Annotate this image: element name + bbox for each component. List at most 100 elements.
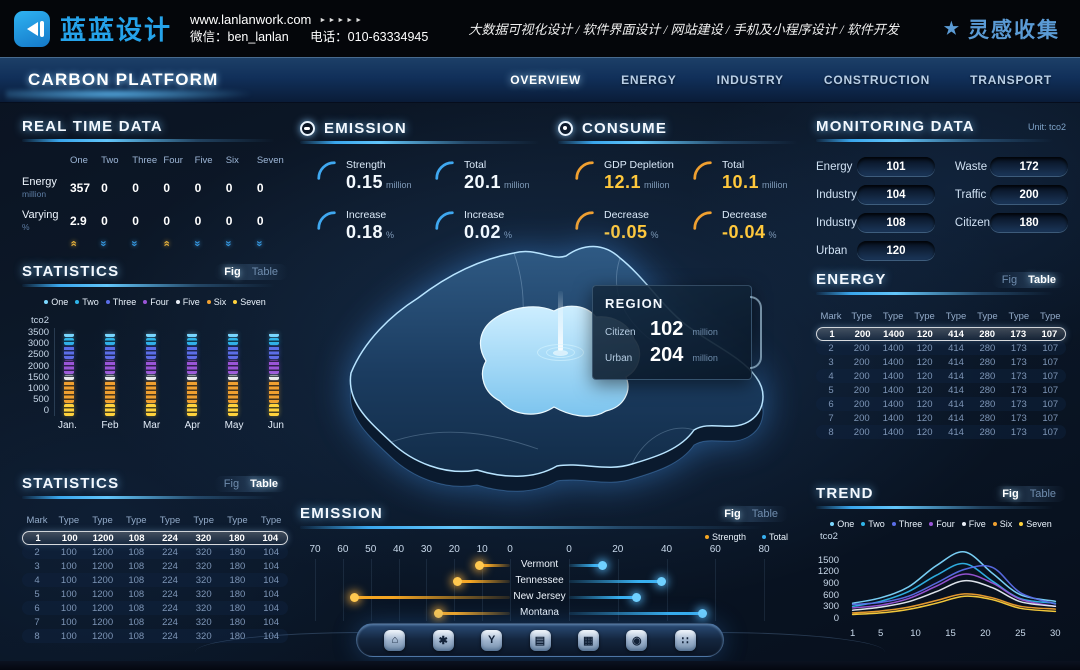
legend-item[interactable]: Five (175, 297, 200, 307)
legend-item[interactable]: Seven (1019, 519, 1052, 529)
legend-dot (891, 522, 896, 526)
table-toggle[interactable]: Table (251, 265, 278, 278)
total-bar[interactable] (569, 608, 708, 618)
table-cell: 280 (979, 342, 996, 354)
table-toggle[interactable]: Table (751, 507, 778, 520)
board-icon[interactable]: ▦ (577, 629, 599, 651)
nav-item-industry[interactable]: INDUSTRY (716, 72, 784, 87)
gridline (617, 559, 619, 621)
legend-item[interactable]: One (44, 297, 68, 307)
legend-item[interactable]: Three (105, 297, 136, 307)
website-link[interactable]: www.lanlanwork.com (190, 11, 312, 27)
strength-bar[interactable] (433, 608, 510, 618)
fig-toggle[interactable]: Fig (1002, 487, 1019, 500)
table-row[interactable]: 7 200 1400 120 414 280 173 107 (816, 411, 1066, 425)
legend-item[interactable]: Strength (704, 532, 746, 542)
table-row[interactable]: 8 200 1400 120 414 280 173 107 (816, 425, 1066, 439)
table-row[interactable]: 3 100 1200 108 224 320 180 104 (22, 559, 288, 573)
table-row[interactable]: 6 100 1200 108 224 320 180 104 (22, 601, 288, 615)
column-header: Type (125, 515, 147, 526)
bar-column[interactable] (269, 332, 279, 416)
table-toggle[interactable]: Table (1029, 487, 1056, 500)
bar-column[interactable] (64, 332, 74, 416)
gridline (398, 559, 400, 621)
emission-stats-grid: Strength 0.15 million Total 20.1 million I… (316, 159, 552, 243)
column-header: Type (159, 515, 181, 526)
strength-bar[interactable] (475, 560, 510, 570)
table-toggle[interactable]: Table (250, 477, 278, 490)
y-tick: 3500 (27, 327, 49, 338)
region-row-label: Citizen (605, 327, 636, 338)
region-popup[interactable]: REGION Citizen 102 million Urban 204 mil… (592, 285, 762, 380)
bar-column[interactable] (105, 332, 115, 416)
monitor-row: Industry 108 (816, 213, 935, 232)
table-cell: 173 (1010, 342, 1027, 354)
inspiration-collect[interactable]: ★ 灵感收集 (944, 14, 1060, 44)
legend-item[interactable]: Four (929, 519, 955, 529)
fig-toggle[interactable]: Fig (224, 265, 241, 278)
y-badge-icon[interactable]: Y (481, 629, 503, 651)
legend-label: Four (150, 297, 169, 307)
meter-icon[interactable]: ▤ (529, 629, 551, 651)
legend-item[interactable]: Total (761, 532, 788, 542)
fig-toggle[interactable]: Fig (223, 477, 240, 490)
table-toggle[interactable]: Table (1028, 273, 1056, 286)
table-cell: 414 (948, 412, 964, 424)
table-row[interactable]: 1 200 1400 120 414 280 173 107 (816, 327, 1066, 341)
value-pill: 200 (990, 185, 1069, 204)
nav-item-transport[interactable]: TRANSPORT (970, 72, 1052, 87)
panel-title: ENERGY (816, 271, 887, 288)
legend-item[interactable]: Six (206, 297, 226, 307)
bar-column[interactable] (187, 332, 197, 416)
gridline (426, 559, 428, 621)
arrow-cell: « (222, 233, 257, 251)
table-row[interactable]: 2 100 1200 108 224 320 180 104 (22, 545, 288, 559)
table-row[interactable]: 4 100 1200 108 224 320 180 104 (22, 573, 288, 587)
table-row[interactable]: 6 200 1400 120 414 280 173 107 (816, 397, 1066, 411)
table-cell: 414 (948, 426, 964, 438)
legend-item[interactable]: Two (861, 519, 885, 529)
fig-toggle[interactable]: Fig (1001, 273, 1018, 286)
realtime-arrows-row: « « « « « « « (22, 233, 288, 251)
legend-item[interactable]: Two (75, 297, 99, 307)
table-row[interactable]: 1 100 1200 108 224 320 180 104 (22, 531, 288, 545)
total-bar[interactable] (569, 576, 666, 586)
title-underline-decoration (22, 139, 288, 142)
table-cell: 1200 (92, 532, 114, 544)
y-tick: 500 (33, 394, 49, 406)
legend-item[interactable]: Seven (233, 297, 266, 307)
nav-item-overview[interactable]: OVERVIEW (510, 72, 582, 87)
legend-item[interactable]: Three (891, 519, 922, 529)
fig-toggle[interactable]: Fig (724, 507, 741, 520)
y-tick: 0 (43, 405, 49, 417)
nav-item-construction[interactable]: CONSTRUCTION (823, 72, 931, 87)
bar-column[interactable] (146, 332, 156, 416)
stat-value: 20.1 (464, 172, 502, 192)
legend-item[interactable]: Four (143, 297, 169, 307)
table-row[interactable]: 8 100 1200 108 224 320 180 104 (22, 629, 288, 643)
strength-bar[interactable] (453, 576, 510, 586)
home-icon[interactable]: ⌂ (384, 629, 406, 651)
table-row[interactable]: 3 200 1400 120 414 280 173 107 (816, 355, 1066, 369)
table-cell: 200 (853, 398, 870, 410)
apps-icon[interactable]: ∷ (674, 629, 696, 651)
strength-bar[interactable] (350, 592, 510, 602)
nav-item-energy[interactable]: ENERGY (621, 72, 677, 87)
table-row[interactable]: 5 200 1400 120 414 280 173 107 (816, 383, 1066, 397)
legend-item[interactable]: Five (961, 519, 986, 529)
legend-item[interactable]: One (830, 519, 854, 529)
bar-column[interactable] (228, 332, 238, 416)
nut-icon[interactable]: ◉ (626, 629, 648, 651)
table-row[interactable]: 4 200 1400 120 414 280 173 107 (816, 369, 1066, 383)
table-row[interactable]: 7 100 1200 108 224 320 180 104 (22, 615, 288, 629)
bar-segment-six (105, 381, 115, 404)
lanlan-logo-icon[interactable] (14, 10, 50, 47)
table-cell: 1200 (91, 546, 114, 558)
table-row[interactable]: 5 100 1200 108 224 320 180 104 (22, 587, 288, 601)
total-bar[interactable] (569, 592, 642, 602)
legend-item[interactable]: Six (992, 519, 1012, 529)
column-header: One (70, 155, 88, 166)
table-row[interactable]: 2 200 1400 120 414 280 173 107 (816, 341, 1066, 355)
total-bar[interactable] (569, 560, 608, 570)
gear-icon[interactable]: ✱ (432, 629, 454, 651)
